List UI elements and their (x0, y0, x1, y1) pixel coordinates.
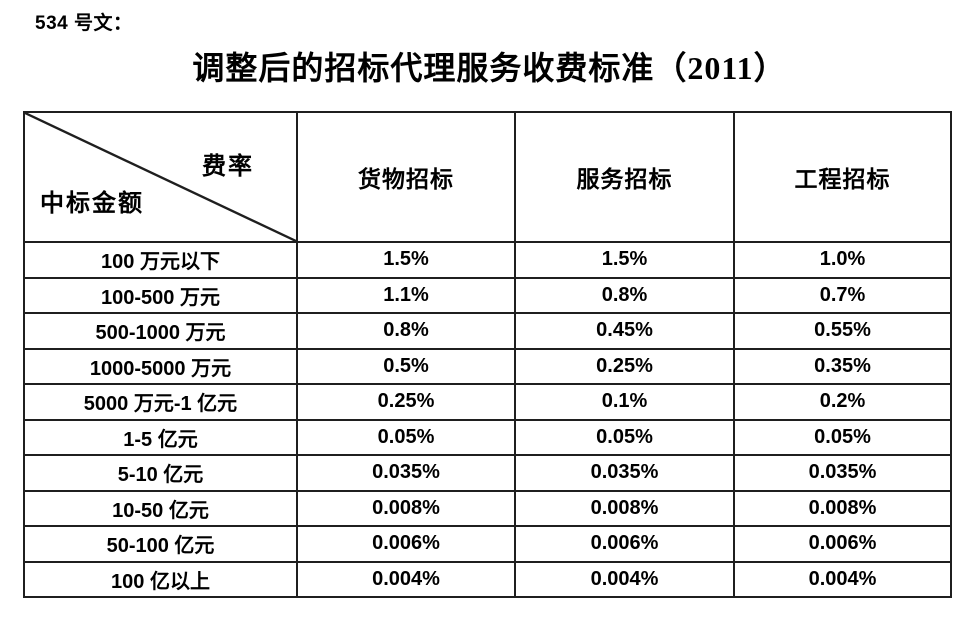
rate-cell: 1.5% (514, 241, 735, 279)
rate-cell: 0.1% (514, 383, 735, 421)
doc-reference: 534 号文： (35, 13, 133, 34)
rate-cell: 0.05% (514, 418, 735, 456)
rate-cell: 0.004% (514, 560, 735, 598)
row-label: 5-10 亿元 (23, 454, 298, 492)
rate-cell: 0.25% (514, 347, 735, 385)
rate-cell: 0.004% (296, 560, 516, 598)
page-title: 调整后的招标代理服务收费标准（2011） (192, 50, 787, 86)
rate-cell: 0.008% (514, 489, 735, 527)
row-label: 1000-5000 万元 (23, 347, 298, 385)
row-label: 50-100 亿元 (23, 525, 298, 563)
rate-cell: 0.45% (514, 312, 735, 350)
table-row: 1-5 亿元 0.05% 0.05% 0.05% (23, 418, 952, 456)
rate-cell: 1.5% (296, 241, 516, 279)
row-label: 100 亿以上 (23, 560, 298, 598)
column-header-goods: 货物招标 (296, 111, 516, 243)
row-label: 100-500 万元 (23, 276, 298, 314)
rate-cell: 0.8% (296, 312, 516, 350)
rate-cell: 0.05% (296, 418, 516, 456)
row-label: 1-5 亿元 (23, 418, 298, 456)
rate-cell: 0.5% (296, 347, 516, 385)
rate-cell: 0.006% (514, 525, 735, 563)
row-label: 100 万元以下 (23, 241, 298, 279)
rate-cell: 0.035% (514, 454, 735, 492)
fee-rate-table: 费率 中标金额 货物招标 服务招标 工程招标 100 万元以下 1.5% 1.5… (23, 111, 952, 598)
rate-cell: 0.008% (733, 489, 952, 527)
table-row: 100 万元以下 1.5% 1.5% 1.0% (23, 241, 952, 279)
diagonal-divider-line (26, 114, 295, 240)
rate-cell: 0.035% (296, 454, 516, 492)
rate-cell: 0.2% (733, 383, 952, 421)
rate-cell: 0.035% (733, 454, 952, 492)
table-row: 5000 万元-1 亿元 0.25% 0.1% 0.2% (23, 383, 952, 421)
rate-cell: 0.004% (733, 560, 952, 598)
rate-cell: 0.006% (296, 525, 516, 563)
corner-label-rate: 费率 (202, 154, 254, 180)
table-row: 100-500 万元 1.1% 0.8% 0.7% (23, 276, 952, 314)
rate-cell: 0.55% (733, 312, 952, 350)
table-row: 1000-5000 万元 0.5% 0.25% 0.35% (23, 347, 952, 385)
row-label: 5000 万元-1 亿元 (23, 383, 298, 421)
table-row: 50-100 亿元 0.006% 0.006% 0.006% (23, 525, 952, 563)
rate-cell: 0.008% (296, 489, 516, 527)
table-row: 10-50 亿元 0.008% 0.008% 0.008% (23, 489, 952, 527)
row-label: 10-50 亿元 (23, 489, 298, 527)
corner-label-amount: 中标金额 (40, 191, 144, 217)
table-row: 500-1000 万元 0.8% 0.45% 0.55% (23, 312, 952, 350)
rate-cell: 1.1% (296, 276, 516, 314)
header-row: 费率 中标金额 货物招标 服务招标 工程招标 (23, 111, 952, 243)
rate-cell: 0.25% (296, 383, 516, 421)
rate-cell: 0.7% (733, 276, 952, 314)
rate-cell: 0.8% (514, 276, 735, 314)
rate-cell: 0.35% (733, 347, 952, 385)
row-label: 500-1000 万元 (23, 312, 298, 350)
column-header-service: 服务招标 (514, 111, 735, 243)
column-header-engineering: 工程招标 (733, 111, 952, 243)
rate-cell: 1.0% (733, 241, 952, 279)
table-row: 5-10 亿元 0.035% 0.035% 0.035% (23, 454, 952, 492)
corner-header-cell: 费率 中标金额 (23, 111, 298, 243)
table-row: 100 亿以上 0.004% 0.004% 0.004% (23, 560, 952, 598)
rate-cell: 0.006% (733, 525, 952, 563)
rate-cell: 0.05% (733, 418, 952, 456)
